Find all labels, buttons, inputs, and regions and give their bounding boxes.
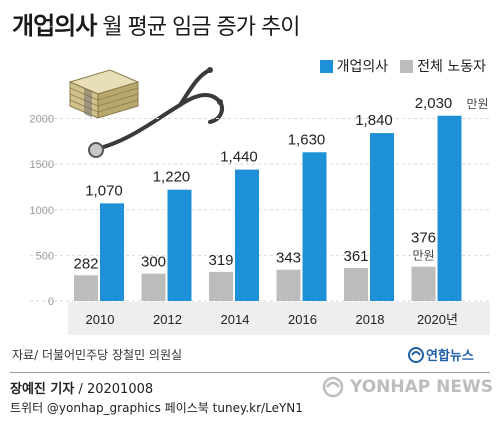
legend: 개업의사 전체 노동자 xyxy=(314,56,486,76)
worker-bar xyxy=(74,275,98,301)
title-bold: 개업의사 xyxy=(12,12,97,40)
legend-item-worker: 전체 노동자 xyxy=(400,56,486,76)
doctor-bar xyxy=(370,133,394,301)
legend-swatch-worker xyxy=(400,59,414,73)
legend-swatch-doctor xyxy=(319,59,333,73)
sns-links: 트위터 @yonhap_graphics 페이스북 tuney.kr/LeYN1 xyxy=(10,401,303,415)
credit-date: / 20201008 xyxy=(74,382,154,397)
worker-value-label: 343 xyxy=(276,250,301,267)
doctor-bar xyxy=(437,115,462,301)
doctor-value-label: 1,070 xyxy=(85,182,123,199)
doctor-value-label: 1,440 xyxy=(220,149,258,166)
x-tick-label: 2020년 xyxy=(417,312,458,327)
doctor-unit-label: 만원 xyxy=(466,97,488,111)
doctor-value-label: 1,630 xyxy=(288,131,326,148)
yonhap-watermark-text: YONHAP NEWS xyxy=(350,377,493,397)
page-title: 개업의사 월 평균 임금 증가 추이 xyxy=(12,6,300,41)
legend-label-doctor: 개업의사 xyxy=(336,59,389,75)
worker-unit-label: 만원 xyxy=(412,249,434,263)
worker-value-label: 282 xyxy=(73,255,98,272)
worker-value-label: 376 xyxy=(411,230,436,247)
doctor-bar xyxy=(167,189,192,301)
yonhap-watermark: YONHAP NEWS xyxy=(322,376,493,398)
reporter-name: 장예진 기자 xyxy=(10,382,75,397)
y-tick-label: 2000 xyxy=(30,114,54,126)
money-stethoscope-icon xyxy=(68,67,224,158)
yonhap-logo-text: 연합뉴스 xyxy=(426,349,474,364)
yonhap-logo-icon xyxy=(408,346,424,363)
worker-value-label: 319 xyxy=(208,252,233,269)
source-note: 자료/ 더불어민주당 장철민 의원실 xyxy=(12,348,183,362)
worker-value-label: 361 xyxy=(343,248,368,265)
worker-value-label: 300 xyxy=(141,254,166,271)
y-tick-label: 500 xyxy=(36,250,54,262)
legend-item-doctor: 개업의사 xyxy=(319,56,389,76)
worker-bar xyxy=(209,271,233,301)
y-tick-label: 1000 xyxy=(30,205,54,217)
yonhap-logo: 연합뉴스 xyxy=(408,345,474,364)
x-axis-band xyxy=(68,302,490,335)
doctor-bar xyxy=(100,203,124,301)
doctor-value-label: 1,840 xyxy=(355,112,393,129)
reporter-credit: 장예진 기자 / 20201008 xyxy=(10,378,153,397)
worker-bar xyxy=(276,269,301,301)
x-tick-label: 2018 xyxy=(356,312,385,327)
bar-chart: 0 500 1000 1500 2000 282 1,070 2010 300 1,220 2012… xyxy=(30,95,492,335)
worker-bar xyxy=(411,266,436,301)
legend-label-worker: 전체 노동자 xyxy=(417,59,486,75)
y-tick-label: 1500 xyxy=(30,159,54,171)
x-tick-label: 2014 xyxy=(221,312,250,327)
title-rest: 월 평균 임금 증가 추이 xyxy=(96,15,300,40)
divider xyxy=(10,372,490,373)
doctor-value-label: 2,030 xyxy=(415,95,453,112)
worker-bar xyxy=(344,268,368,301)
y-tick-label: 0 xyxy=(48,296,54,308)
doctor-value-label: 1,220 xyxy=(153,169,191,186)
money-stack-icon xyxy=(68,69,140,119)
doctor-bar xyxy=(235,169,259,301)
doctor-bar xyxy=(302,152,327,301)
x-tick-label: 2016 xyxy=(288,312,317,327)
worker-bar xyxy=(141,273,166,301)
x-tick-label: 2012 xyxy=(153,312,182,327)
yonhap-globe-icon xyxy=(322,376,344,398)
x-tick-label: 2010 xyxy=(86,312,115,327)
